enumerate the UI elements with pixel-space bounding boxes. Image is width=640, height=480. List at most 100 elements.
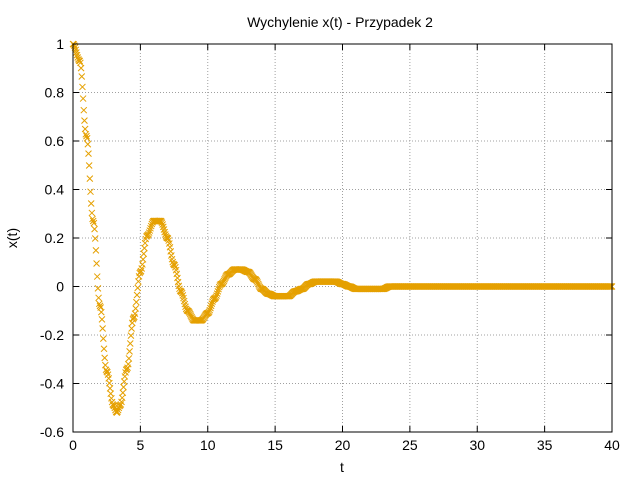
chart-title: Wychylenie x(t) - Przypadek 2 — [247, 14, 433, 30]
data-point — [94, 285, 102, 292]
tick-labels: 0 5 10 15 20 25 30 35 40 1 0.8 0.6 0.4 0.2 0 -0.2 -0.4 -0… — [40, 36, 620, 453]
data-point — [104, 368, 111, 376]
data-point — [114, 408, 121, 416]
data-point — [85, 150, 92, 157]
data-point — [206, 306, 214, 314]
data-point — [114, 406, 122, 414]
data-point — [79, 95, 87, 102]
data-point — [146, 227, 154, 234]
data-point — [79, 83, 86, 91]
data-point — [171, 261, 179, 269]
data-point — [89, 217, 97, 225]
data-point — [164, 235, 172, 243]
data-point — [87, 188, 94, 196]
data-point — [132, 298, 140, 306]
data-point — [77, 64, 85, 72]
data-point — [81, 117, 88, 125]
data-point — [99, 325, 106, 332]
x-tick-label: 10 — [200, 437, 216, 453]
data-point — [120, 383, 127, 391]
data-point — [147, 224, 154, 232]
y-tick-label: -0.6 — [40, 424, 64, 440]
y-tick-label: 0.8 — [45, 85, 65, 101]
data-point — [100, 345, 108, 353]
data-point — [124, 360, 132, 368]
data-point — [214, 287, 222, 295]
data-point — [159, 221, 166, 228]
data-point — [95, 294, 102, 302]
x-tick-label: 30 — [469, 437, 485, 453]
data-point — [128, 325, 135, 332]
data-point — [182, 303, 189, 311]
data-point — [92, 246, 100, 254]
y-tick-label: -0.4 — [40, 376, 64, 392]
data-point — [96, 302, 104, 310]
x-axis-label: t — [340, 459, 344, 475]
data-point — [82, 130, 90, 138]
data-point — [83, 132, 90, 140]
data-point — [76, 57, 84, 65]
x-tick-label: 0 — [69, 437, 77, 453]
data-point — [86, 175, 94, 182]
plot-frame — [72, 43, 613, 433]
data-point — [117, 401, 125, 408]
data-point — [213, 290, 221, 297]
x-tick-label: 25 — [402, 437, 418, 453]
y-tick-label: -0.2 — [40, 327, 64, 343]
data-point — [126, 340, 134, 347]
data-point — [77, 59, 84, 67]
data-point — [122, 369, 129, 376]
data-point — [125, 355, 133, 362]
y-axis-label: x(t) — [4, 228, 20, 248]
data-point — [78, 73, 86, 80]
axis-ticks — [72, 43, 613, 433]
data-point — [134, 284, 142, 292]
data-point — [80, 106, 88, 114]
data-point — [98, 316, 106, 323]
data-point — [145, 230, 152, 238]
data-point — [84, 140, 92, 148]
data-point — [83, 134, 91, 142]
data-point — [89, 215, 96, 223]
data-point — [207, 302, 215, 310]
data-point — [99, 335, 107, 342]
y-tick-label: 0.2 — [45, 230, 65, 246]
data-point — [132, 305, 140, 312]
x-tick-label: 40 — [604, 437, 620, 453]
data-point — [137, 267, 145, 275]
data-point — [126, 348, 133, 355]
data-point — [91, 225, 98, 233]
data-point — [212, 293, 220, 301]
data-series — [69, 40, 616, 416]
data-point — [88, 209, 96, 217]
y-tick-label: 0 — [56, 279, 64, 295]
data-point — [81, 125, 89, 133]
data-point — [205, 308, 213, 316]
data-point — [215, 285, 222, 293]
data-point — [95, 300, 103, 308]
data-point — [97, 308, 105, 316]
data-point — [101, 354, 109, 362]
data-point — [161, 228, 168, 236]
data-point — [213, 292, 220, 299]
data-point — [87, 200, 95, 207]
data-point — [140, 250, 148, 258]
data-point — [90, 219, 98, 227]
data-point — [93, 260, 100, 267]
data-point — [91, 235, 99, 242]
x-tick-label: 15 — [267, 437, 283, 453]
data-point — [119, 389, 127, 397]
grid-lines — [73, 44, 612, 432]
y-tick-label: 0.6 — [45, 133, 65, 149]
x-tick-label: 20 — [335, 437, 351, 453]
x-tick-label: 5 — [136, 437, 144, 453]
data-point — [207, 304, 214, 312]
x-tick-label: 35 — [537, 437, 553, 453]
data-point — [139, 256, 147, 263]
data-point — [158, 219, 166, 226]
data-point — [127, 332, 135, 339]
data-point — [208, 300, 216, 308]
data-point — [85, 162, 93, 169]
data-point — [178, 289, 186, 297]
